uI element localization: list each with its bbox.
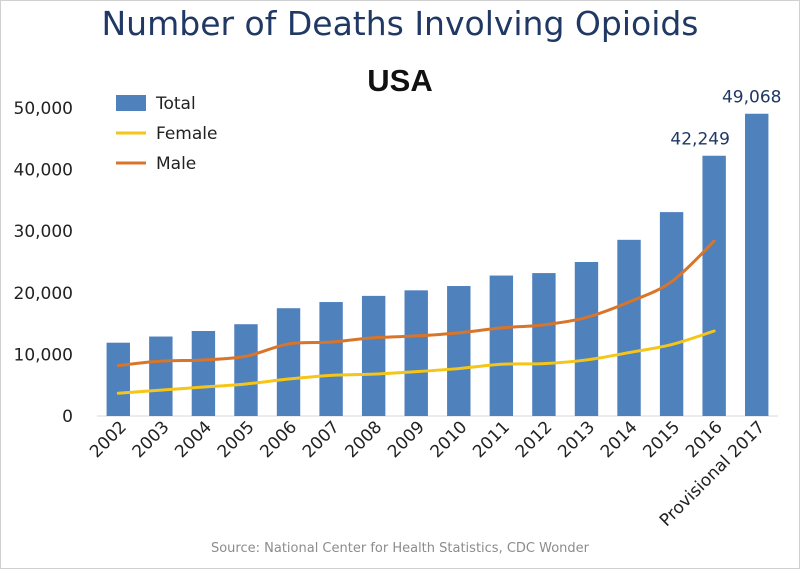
y-tick-label: 0 [62,407,73,427]
x-axis: 2002200320042005200620072008200920102011… [86,417,769,530]
x-tick-label: 2006 [256,417,301,462]
legend-label-total: Total [155,94,196,114]
y-axis: 0 10,000 20,000 30,000 40,000 50,000 [14,99,73,427]
x-tick-label: 2014 [597,417,642,462]
y-tick-label: 20,000 [14,284,73,304]
bar-total-2016 [702,155,726,416]
source-note: Source: National Center for Health Stati… [210,541,590,556]
line-female [116,329,716,395]
y-tick-label: 10,000 [14,345,73,365]
x-tick-label: 2004 [171,417,216,462]
chart-title: Number of Deaths Involving Opioids [101,4,699,43]
x-tick-label: 2008 [341,417,386,462]
bar-total-2011 [489,275,514,416]
y-tick-label: 30,000 [14,222,73,242]
legend-swatch-total [116,95,146,111]
x-tick-label: 2005 [214,417,259,462]
bar-total-2007 [319,302,343,416]
bar-total-2004 [191,330,216,416]
data-label-provisional-2017: 49,068 [722,88,781,108]
line-series [116,239,716,395]
bar-total-provisional-2017 [745,113,769,416]
data-label-2016: 42,249 [670,130,729,150]
bar-total-2003 [149,336,173,416]
y-tick-label: 40,000 [14,161,73,181]
line-male [116,239,716,367]
legend-label-male: Male [156,154,196,174]
bar-total-2012 [532,273,556,416]
bar-total-2005 [234,324,258,416]
x-tick-label: 2010 [427,417,472,462]
chart-subtitle: USA [367,63,433,98]
x-tick-label: 2012 [512,417,557,462]
bar-total-2006 [276,308,301,416]
bar-total-2013 [574,262,599,416]
x-tick-label: 2003 [129,417,174,462]
legend: Total Female Male [116,94,217,174]
y-tick-label: 50,000 [14,99,73,119]
bar-total-2010 [447,286,471,416]
x-tick-label: 2009 [384,417,429,462]
x-tick-label: 2015 [639,417,684,462]
bar-total-2014 [617,239,641,416]
legend-label-female: Female [156,124,217,144]
data-labels: 42,249 49,068 [670,88,781,150]
x-tick-label: 2002 [86,417,131,462]
bar-total-2002 [106,342,130,416]
bar-total-2008 [361,295,386,416]
x-tick-label: 2007 [299,417,344,462]
x-tick-label: 2011 [469,417,514,462]
bar-total-2015 [659,212,684,416]
bar-series-total [106,113,769,416]
bar-total-2009 [404,290,428,416]
x-tick-label: 2013 [554,417,599,462]
